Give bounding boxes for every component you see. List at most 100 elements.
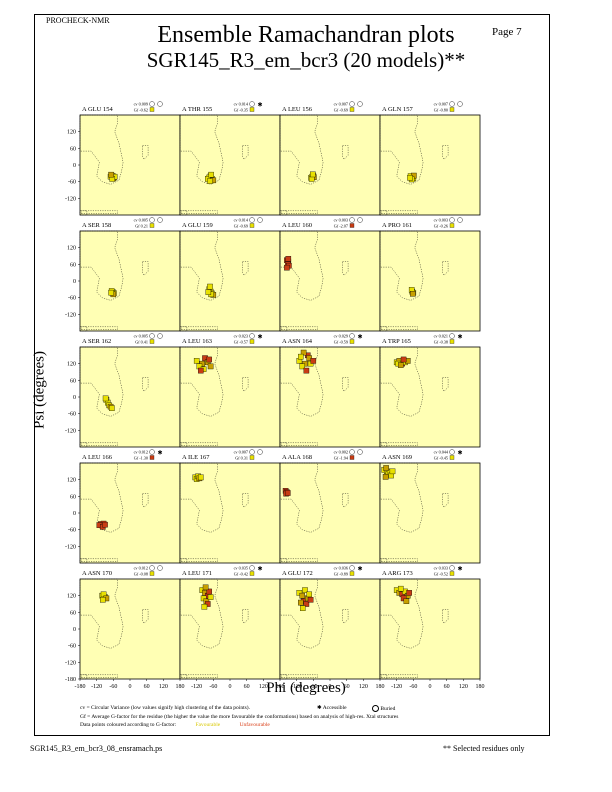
y-tick-label: -120 xyxy=(65,428,76,434)
allowed-region-outline xyxy=(381,558,418,562)
allowed-region-outline xyxy=(181,442,218,446)
footer-filename: SGR145_R3_em_bcr3_08_ensramach.ps xyxy=(30,744,163,753)
data-point xyxy=(198,367,204,374)
accessible-icon: ✱ xyxy=(257,102,262,109)
allowed-region-outline xyxy=(381,442,418,446)
data-point xyxy=(100,597,106,603)
gf-label: Gf -0.45 xyxy=(434,456,448,461)
accessible-icon: ✱ xyxy=(257,566,262,573)
data-point xyxy=(206,588,212,595)
x-tick-label: -120 xyxy=(91,684,102,690)
buried-icon xyxy=(257,449,263,455)
data-point xyxy=(207,363,214,370)
allowed-region-outline xyxy=(179,114,224,185)
data-point xyxy=(406,590,412,596)
gf-colour-key xyxy=(449,455,455,460)
y-tick-label: 120 xyxy=(67,246,76,252)
page-subtitle: SGR145_R3_em_bcr3 (20 models)** xyxy=(146,48,466,72)
gf-label: Gf -0.57 xyxy=(234,340,248,345)
x-tick-label: 120 xyxy=(159,684,168,690)
allowed-region-outline xyxy=(381,674,418,678)
cv-label: cv 0.005 xyxy=(134,218,148,223)
cv-icon xyxy=(149,101,155,107)
data-point xyxy=(410,291,416,297)
cv-icon xyxy=(249,101,255,107)
panel-background xyxy=(179,578,281,680)
allowed-region-outline xyxy=(179,326,188,332)
residue-label: A LEU 163 xyxy=(182,338,212,345)
allowed-region-outline xyxy=(81,558,118,562)
panel-background xyxy=(379,578,481,680)
data-point xyxy=(109,405,115,411)
buried-icon xyxy=(157,217,163,223)
legend-gf: Gf = Average G-factor for the residue (t… xyxy=(80,714,398,720)
residue-label: A GLU 159 xyxy=(182,222,213,229)
cv-label: cv 0.033 xyxy=(434,566,448,571)
gf-colour-key xyxy=(449,339,455,344)
cv-label: cv 0.005 xyxy=(134,334,148,339)
cv-label: cv 0.007 xyxy=(434,102,448,107)
y-tick-label: 120 xyxy=(67,478,76,484)
allowed-region-outline xyxy=(279,346,324,417)
cv-icon xyxy=(449,217,455,223)
allowed-region-outline xyxy=(279,674,288,680)
residue-label: A LEU 156 xyxy=(282,106,313,113)
page-number: Page 7 xyxy=(492,26,522,38)
data-point xyxy=(208,171,214,178)
data-point xyxy=(206,356,212,363)
data-point xyxy=(205,601,211,607)
gf-colour-key xyxy=(449,571,455,576)
allowed-region-outline xyxy=(81,674,118,678)
gf-label: Gf -0.69 xyxy=(334,108,348,113)
data-point xyxy=(303,601,310,607)
cv-label: cv 0.009 xyxy=(134,102,148,107)
allowed-region-outline xyxy=(379,230,424,301)
panel-background xyxy=(279,346,381,448)
x-tick-label: 120 xyxy=(359,684,368,690)
panel-background xyxy=(79,462,181,564)
cv-icon xyxy=(449,101,455,107)
x-tick-label: 180 xyxy=(376,684,385,690)
y-tick-label: 60 xyxy=(70,262,76,268)
data-point xyxy=(199,587,205,593)
y-tick-label: 0 xyxy=(73,395,76,401)
gf-colour-key xyxy=(149,107,155,112)
gf-label: Gf 0.21 xyxy=(135,224,148,229)
y-tick-label: -120 xyxy=(65,312,76,318)
x-tick-label: -180 xyxy=(75,684,86,690)
data-point xyxy=(285,490,291,496)
cv-icon xyxy=(349,333,355,339)
gf-colour-key xyxy=(349,339,355,344)
allowed-region-outline xyxy=(281,442,318,446)
x-tick-label: 180 xyxy=(176,684,185,690)
panel-background xyxy=(179,114,281,216)
legend-colour-text: Data points coloured according to G-fact… xyxy=(80,722,177,728)
residue-label: A ASN 170 xyxy=(82,570,112,577)
residue-label: A LEU 166 xyxy=(82,454,113,461)
residue-label: A PRO 161 xyxy=(382,222,412,229)
allowed-region-outline xyxy=(379,114,424,185)
gf-colour-key xyxy=(449,223,455,228)
residue-label: A LEU 160 xyxy=(282,222,312,229)
y-tick-label: -120 xyxy=(65,544,76,550)
y-tick-label: 120 xyxy=(67,362,76,368)
residue-label: A GLU 154 xyxy=(82,106,113,113)
legend-cv: cv = Circular Variance (low values signi… xyxy=(80,705,250,711)
allowed-region-outline xyxy=(79,558,88,564)
gf-colour-key xyxy=(349,571,355,576)
allowed-region-outline xyxy=(379,558,388,564)
y-tick-label: -60 xyxy=(68,180,76,186)
y-tick-label: 60 xyxy=(70,378,76,384)
data-point xyxy=(284,264,290,271)
x-axis-label: Phi (degrees) xyxy=(266,680,346,696)
allowed-region-outline xyxy=(179,578,224,649)
